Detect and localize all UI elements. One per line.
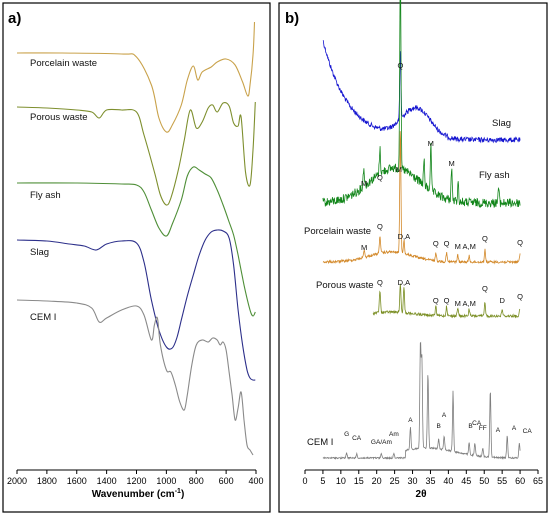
panel-b-diffractograms [322,0,521,460]
b-x-tick-label: 65 [533,476,543,486]
a-x-tick-label: 1800 [37,476,57,486]
peak-label-cem: G [344,431,349,438]
panel-a-border [2,2,271,513]
panel-b-border [278,2,548,513]
xrd-label-slag: Slag [492,118,511,129]
peak-label-cem: CA [523,428,533,435]
peak-label-cem: A [442,412,447,419]
xrd-label-fly-ash: Fly ash [479,170,510,181]
peak-label-cem: CA [472,420,482,427]
peak-label-porous: A,M [463,299,476,308]
peak-label-porcelain: Q [517,238,523,247]
b-x-tick-label: 55 [497,476,507,486]
xrd-slag [322,39,521,144]
b-x-tick-label: 25 [390,476,400,486]
a-x-tick-label: 1000 [156,476,176,486]
peak-label-cem: Am [389,431,399,438]
peak-label-flyash: M [396,165,402,174]
peak-label-cem: FF [479,425,487,432]
peak-label-cem: B [468,423,472,430]
peak-label-porcelain: Q [433,239,439,248]
b-x-tick-label: 60 [515,476,525,486]
peak-label-porous: Q [444,296,450,305]
a-x-tick-label: 1600 [67,476,87,486]
ftir-porous-waste [16,101,256,206]
series-label-porcelain-waste: Porcelain waste [30,58,97,69]
ftir-fly-ash [16,166,256,317]
peak-label-porcelain: D,A [398,232,411,241]
b-x-tick-label: 35 [425,476,435,486]
peak-label-cem: CA [352,435,362,442]
a-x-tick-label: 600 [219,476,234,486]
series-label-cem-i: CEM I [30,312,56,323]
xrd-label-cem-i: CEM I [307,437,333,448]
peak-label-flyash: M [448,159,454,168]
panel-a-x-ticks: 2000 1800 1600 1400 1200 1000 800 600 400 [7,470,264,486]
peak-label-porcelain: Q [444,239,450,248]
b-x-tick-label: 15 [354,476,364,486]
b-x-tick-label: 5 [320,476,325,486]
peak-label-porous: Q [482,284,488,293]
peak-label-porcelain: M [455,242,461,251]
series-label-porous-waste: Porous waste [30,112,88,123]
b-x-tick-label: 20 [372,476,382,486]
peak-label-porous: D [499,296,505,305]
ftir-cem-i [16,299,254,456]
peak-label-porcelain: A,M [463,242,476,251]
b-x-tick-label: 45 [461,476,471,486]
peak-label-porcelain: M [361,243,367,252]
panel-a-x-axis-title: Wavenumber (cm-1) [92,488,185,500]
a-x-tick-label: 1200 [126,476,146,486]
a-x-tick-label: 2000 [7,476,27,486]
peak-label-cem: A [496,427,501,434]
peak-label-cem: B [437,423,441,430]
panel-a-spectra [16,21,256,456]
peak-label-porous: Q [377,278,383,287]
peak-label-slag: Q [397,61,403,70]
peak-label-porous: M [455,299,461,308]
peak-label-porous: Q [517,292,523,301]
panel-b: b) 0 5 10 15 20 25 30 35 40 45 50 55 60 65 2θ QMQMMMM… [278,0,548,513]
xrd-fly-ash [322,0,521,208]
peak-label-porous: Q [433,296,439,305]
peak-label-porcelain: Q [377,222,383,231]
xrd-porcelain-waste [322,131,521,265]
a-x-tick-label: 800 [189,476,204,486]
b-x-tick-label: 10 [336,476,346,486]
series-label-fly-ash: Fly ash [30,190,61,201]
b-x-tick-label: 0 [302,476,307,486]
b-x-tick-label: 30 [408,476,418,486]
panel-b-x-ticks: 0 5 10 15 20 25 30 35 40 45 50 55 60 65 [302,470,543,486]
panel-b-x-axis-title: 2θ [416,489,427,500]
peak-label-flyash: M [428,139,434,148]
ftir-porcelain-waste [16,21,256,133]
panel-b-label: b) [285,10,299,27]
peak-label-porous: D,A [398,278,411,287]
b-x-tick-label: 50 [479,476,489,486]
peak-label-flyash: M [361,179,367,188]
b-x-tick-label: 40 [443,476,453,486]
peak-label-flyash: Q [377,173,383,182]
a-x-tick-label: 1400 [97,476,117,486]
peak-label-cem: A [512,425,517,432]
ftir-slag [16,229,256,381]
panel-a: a) 2000 1800 1600 1400 1200 1000 800 600 400 Wav… [2,2,271,513]
peak-label-cem: GA/Am [371,439,392,446]
peak-label-porcelain: Q [482,234,488,243]
xrd-porous-waste [372,283,521,319]
xrd-cem-i [322,341,521,460]
a-x-tick-label: 400 [248,476,263,486]
series-label-slag: Slag [30,247,49,258]
peak-label-cem: A [408,417,413,424]
xrd-label-porous-waste: Porous waste [316,280,374,291]
panel-a-label: a) [8,10,21,27]
xrd-label-porcelain-waste: Porcelain waste [304,226,371,237]
